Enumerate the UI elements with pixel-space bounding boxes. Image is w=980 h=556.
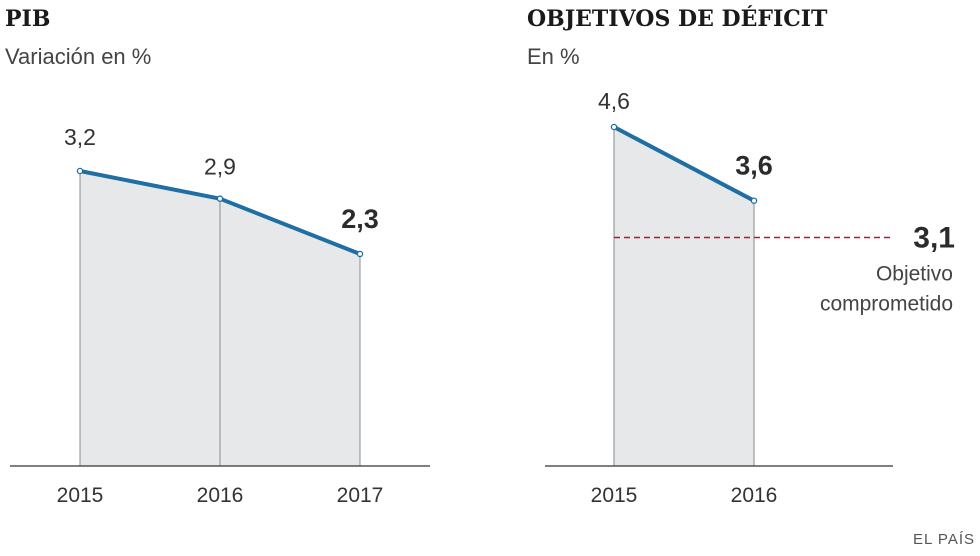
chart-deficit: OBJETIVOS DE DÉFICIT En % 3,1 Objetivo com… [527, 5, 955, 507]
data-label-2015: 3,2 [64, 124, 96, 150]
chart-pib: PIB Variación en % 3,2 2,9 2,3 2015 2016 2017 [5, 6, 430, 507]
reference-value-label: 3,1 [913, 222, 955, 255]
series-line [612, 125, 756, 203]
data-point-2016 [750, 197, 758, 204]
x-tick-label-2015: 2015 [591, 484, 638, 507]
data-point-2015 [610, 123, 618, 131]
x-tick-label-2016: 2016 [197, 484, 244, 507]
reference-label-line: Objetivo [876, 263, 953, 286]
chart-title: PIB [5, 6, 50, 32]
chart-subtitle: En % [527, 44, 580, 69]
chart-subtitle: Variación en % [5, 44, 151, 69]
data-label-2015: 4,6 [598, 88, 630, 114]
x-tick-label-2016: 2016 [731, 484, 778, 507]
source-credit: EL PAÍS [913, 531, 975, 548]
data-point-2017 [356, 250, 364, 258]
x-tick-label-2017: 2017 [337, 484, 384, 507]
data-point-2016 [216, 195, 224, 202]
area-fill [614, 127, 754, 466]
x-tick-label-2015: 2015 [57, 484, 104, 507]
data-label-2017: 2,3 [341, 204, 379, 234]
data-label-2016: 2,9 [204, 154, 236, 180]
chart-title: OBJETIVOS DE DÉFICIT [527, 5, 828, 32]
data-label-2016: 3,6 [735, 151, 773, 181]
reference-label-line: comprometido [820, 293, 953, 316]
data-point-2015 [76, 167, 84, 175]
